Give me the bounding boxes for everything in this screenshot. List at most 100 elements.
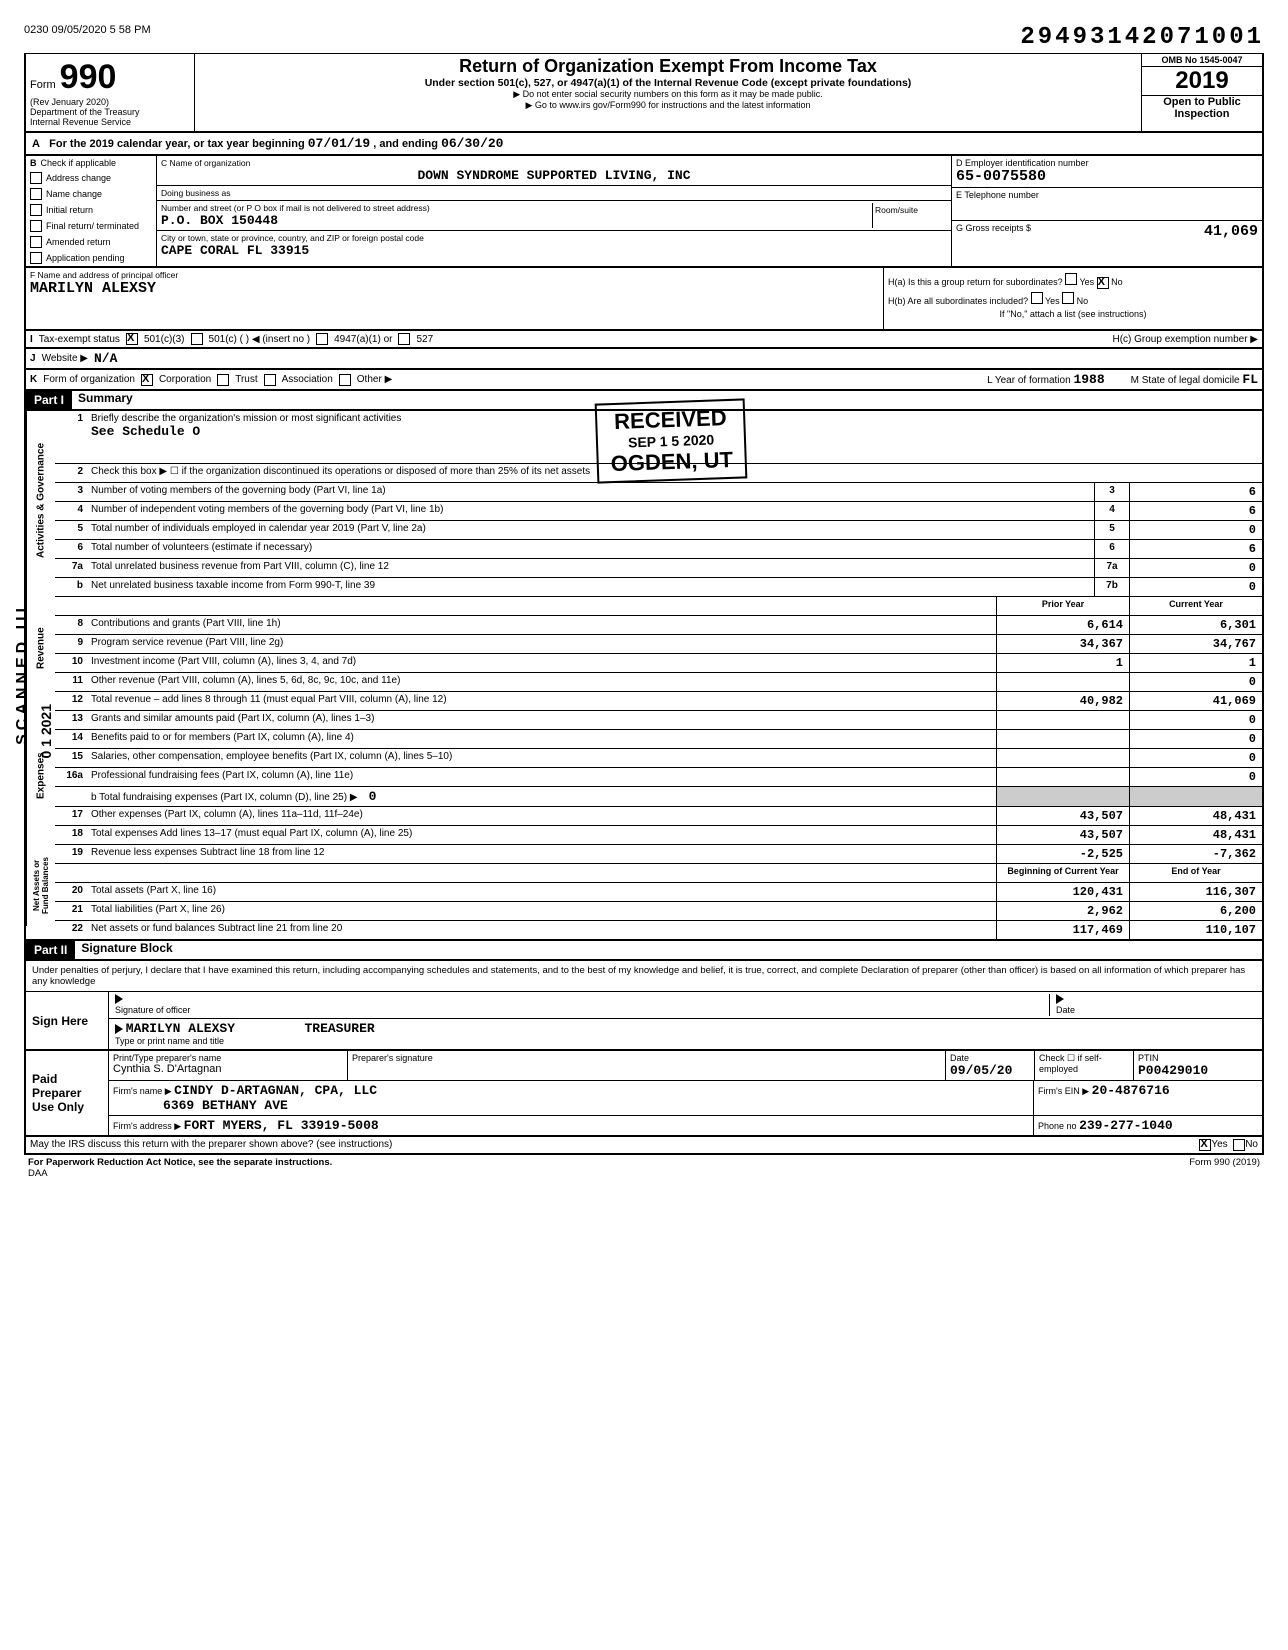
checkbox-other[interactable] — [339, 374, 351, 386]
p12: 40,982 — [996, 692, 1129, 710]
org-name-label: C Name of organization — [161, 158, 947, 168]
discuss-row: May the IRS discuss this return with the… — [24, 1137, 1264, 1155]
line7b: Net unrelated business taxable income fr… — [87, 578, 1094, 596]
gross-receipts-label: G Gross receipts $ — [956, 223, 1031, 240]
line21: Total liabilities (Part X, line 26) — [87, 902, 996, 920]
tax-year: 2019 — [1142, 67, 1262, 96]
form-subtitle: Under section 501(c), 527, or 4947(a)(1)… — [201, 77, 1135, 89]
website: N/A — [94, 351, 117, 366]
city: CAPE CORAL FL 33915 — [161, 243, 947, 258]
firm-ein-label: Firm's EIN ▶ — [1038, 1086, 1089, 1096]
checkbox-amended[interactable] — [30, 236, 42, 248]
omb-number: OMB No 1545-0047 — [1142, 54, 1262, 67]
hc-label: H(c) Group exemption number ▶ — [1112, 334, 1258, 345]
line4: Number of independent voting members of … — [87, 502, 1094, 520]
daa: DAA — [28, 1168, 48, 1179]
checkbox-501c[interactable] — [191, 333, 203, 345]
j-label: J — [30, 353, 36, 364]
paid-preparer-label: Paid Preparer Use Only — [26, 1051, 109, 1135]
c16a: 0 — [1129, 768, 1262, 786]
c18: 48,431 — [1129, 826, 1262, 844]
discuss-no[interactable] — [1233, 1139, 1245, 1151]
domicile-label: M State of legal domicile — [1131, 375, 1240, 386]
checkbox-assoc[interactable] — [264, 374, 276, 386]
checkbox-4947[interactable] — [316, 333, 328, 345]
form-note-1: ▶ Do not enter social security numbers o… — [201, 89, 1135, 100]
firm-name: CINDY D-ARTAGNAN, CPA, LLC — [174, 1083, 377, 1098]
row-a-mid: , and ending — [373, 138, 438, 150]
row-i: I Tax-exempt status 501(c)(3) 501(c) ( )… — [24, 331, 1264, 349]
checkbox-name-change[interactable] — [30, 188, 42, 200]
checkbox-527[interactable] — [398, 333, 410, 345]
part2-label: Part II — [26, 941, 75, 959]
line15: Salaries, other compensation, employee b… — [87, 749, 996, 767]
value7b: 0 — [1129, 578, 1262, 596]
triangle-icon — [115, 1024, 123, 1034]
line13: Grants and similar amounts paid (Part IX… — [87, 711, 996, 729]
c21: 6,200 — [1129, 902, 1262, 920]
c19: -7,362 — [1129, 845, 1262, 863]
value5: 0 — [1129, 521, 1262, 539]
hb-no[interactable] — [1062, 292, 1074, 304]
year-formation-label: L Year of formation — [987, 375, 1071, 386]
phone-label: E Telephone number — [956, 190, 1258, 200]
no-label-2: No — [1077, 296, 1089, 306]
p9: 34,367 — [996, 635, 1129, 653]
value7a: 0 — [1129, 559, 1262, 577]
form-title: Return of Organization Exempt From Incom… — [201, 56, 1135, 77]
c9: 34,767 — [1129, 635, 1262, 653]
checkbox-app-pending[interactable] — [30, 252, 42, 264]
stamp-location: OGDEN, UT — [610, 447, 733, 477]
value3: 6 — [1129, 483, 1262, 501]
yes-label: Yes — [1079, 277, 1094, 287]
line19: Revenue less expenses Subtract line 18 f… — [87, 845, 996, 863]
corp: Corporation — [159, 374, 211, 385]
hb-label: H(b) Are all subordinates included? — [888, 296, 1028, 306]
revision: (Rev Jenuary 2020) — [30, 97, 190, 107]
tax-year-end: 06/30/20 — [441, 136, 503, 151]
checkbox-address-change[interactable] — [30, 172, 42, 184]
checkbox-trust[interactable] — [217, 374, 229, 386]
line17: Other expenses (Part IX, column (A), lin… — [87, 807, 996, 825]
firm-phone: 239-277-1040 — [1079, 1118, 1173, 1133]
paperwork-notice: For Paperwork Reduction Act Notice, see … — [28, 1157, 332, 1168]
prep-sig-label: Preparer's signature — [352, 1053, 433, 1063]
line1-value: See Schedule O — [91, 424, 200, 439]
hb-yes[interactable] — [1031, 292, 1043, 304]
footer: For Paperwork Reduction Act Notice, see … — [24, 1155, 1264, 1181]
form-note-2: ▶ Go to www.irs gov/Form990 for instruct… — [201, 100, 1135, 111]
ha-yes[interactable] — [1065, 273, 1077, 285]
row-fh: F Name and address of principal officer … — [24, 268, 1264, 331]
checkbox-initial-return[interactable] — [30, 204, 42, 216]
checkbox-501c3[interactable] — [126, 333, 138, 345]
hb-note: If "No," attach a list (see instructions… — [888, 309, 1258, 319]
ein-label: D Employer identification number — [956, 158, 1258, 168]
tax-status-label: Tax-exempt status — [39, 334, 120, 345]
part2-title: Signature Block — [81, 941, 172, 959]
527: 527 — [416, 334, 433, 345]
sig-officer-label: Signature of officer — [115, 1005, 190, 1015]
open-inspection: Open to Public Inspection — [1142, 96, 1262, 120]
label-name-change: Name change — [46, 189, 102, 199]
line16b-value: 0 — [369, 789, 377, 804]
4947: 4947(a)(1) or — [334, 334, 392, 345]
c8: 6,301 — [1129, 616, 1262, 634]
sign-here: Sign Here — [26, 992, 109, 1049]
ha-no[interactable] — [1097, 277, 1109, 289]
501c: 501(c) ( ) ◀ (insert no ) — [209, 334, 311, 345]
firm-addr-label: Firm's address ▶ — [113, 1121, 181, 1131]
501c3: 501(c)(3) — [144, 334, 185, 345]
checkbox-final-return[interactable] — [30, 220, 42, 232]
checkbox-corp[interactable] — [141, 374, 153, 386]
discuss-yes[interactable] — [1199, 1139, 1211, 1151]
i-label: I — [30, 334, 33, 345]
assoc: Association — [282, 374, 333, 385]
dba-label: Doing business as — [161, 188, 947, 198]
boy-hdr: Beginning of Current Year — [996, 864, 1129, 882]
line1-desc: Briefly describe the organization's miss… — [91, 413, 401, 424]
c10: 1 — [1129, 654, 1262, 672]
p10: 1 — [996, 654, 1129, 672]
p19: -2,525 — [996, 845, 1129, 863]
label-initial-return: Initial return — [46, 205, 93, 215]
c11: 0 — [1129, 673, 1262, 691]
